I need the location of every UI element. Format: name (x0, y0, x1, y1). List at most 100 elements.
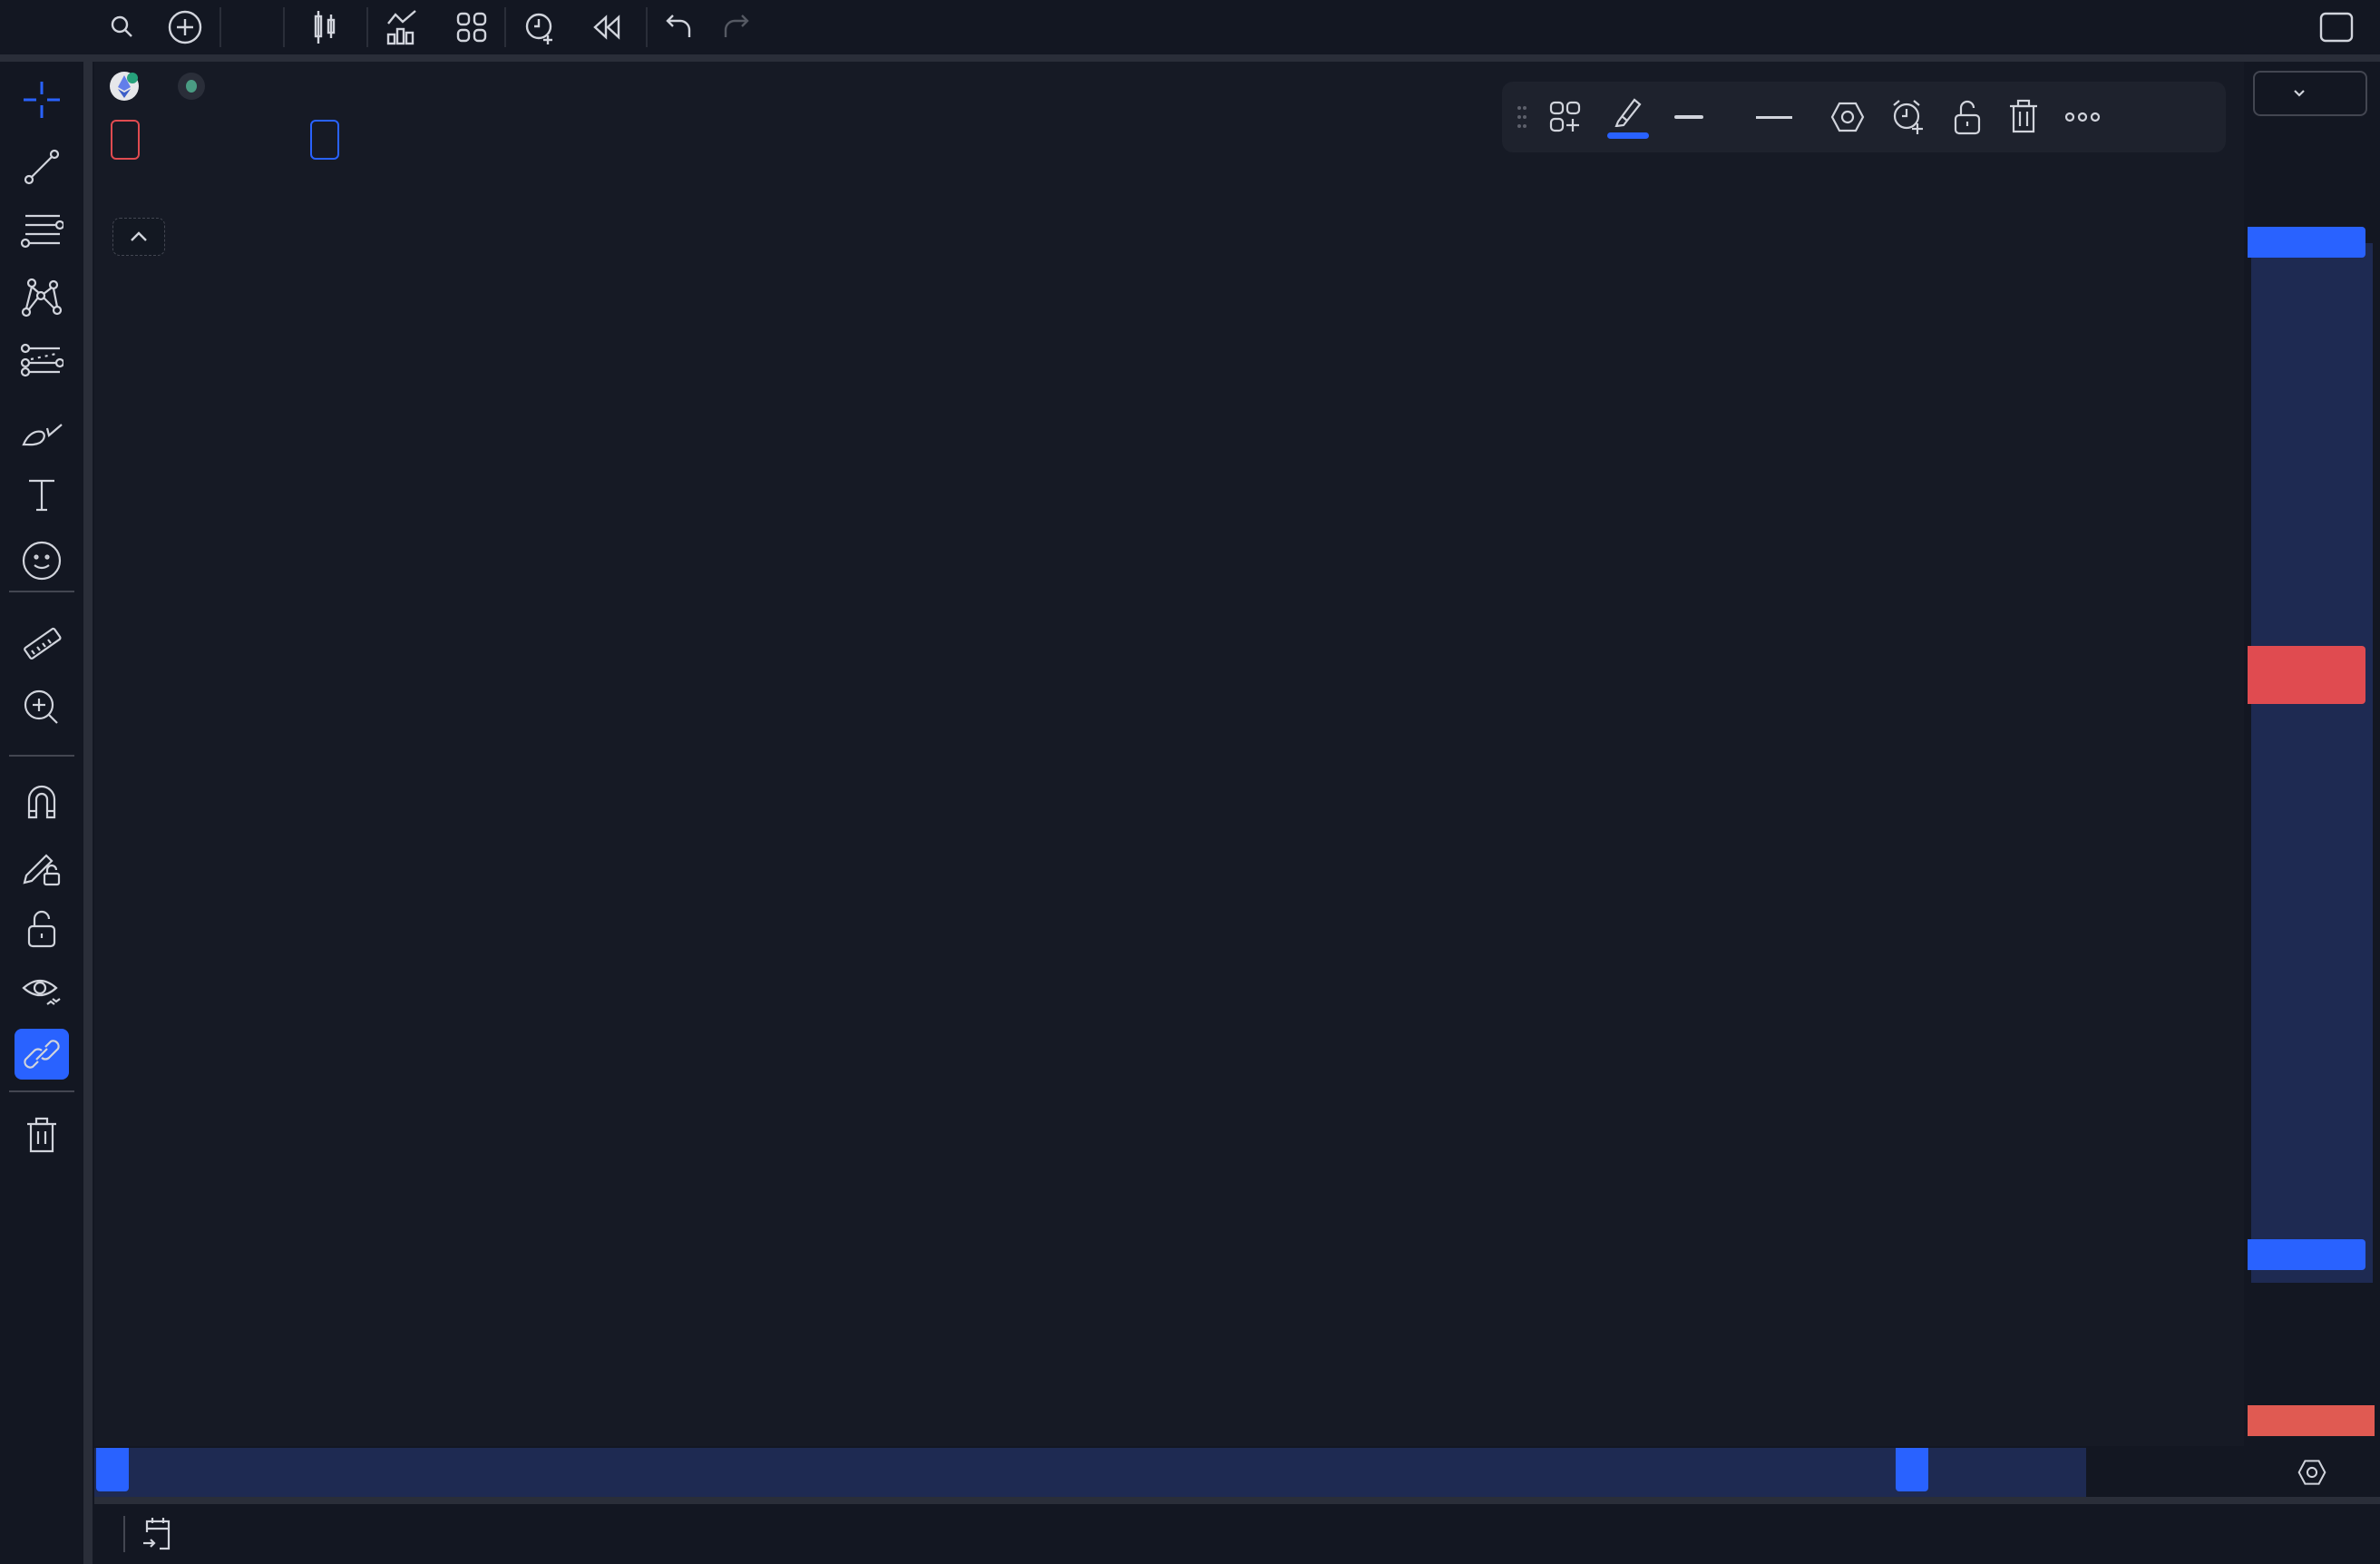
brush-icon (22, 424, 63, 446)
divider (283, 7, 285, 47)
bottom-toolbar (94, 1504, 2380, 1564)
chevron-up-icon (131, 231, 147, 241)
alarm-add-icon (1893, 100, 1923, 134)
account-button[interactable] (2367, 0, 2380, 54)
settings-button[interactable] (1818, 82, 1878, 152)
templates-button[interactable] (1536, 82, 1595, 152)
divider (366, 7, 368, 47)
crosshair-icon (24, 82, 60, 118)
divider (646, 7, 648, 47)
add-template-icon (1549, 101, 1581, 132)
horizontal-lines-icon (20, 214, 63, 249)
last-price-tag (2248, 646, 2365, 704)
fibonacci-icon (20, 343, 63, 377)
volume-legend (112, 180, 125, 208)
layouts-button[interactable] (443, 0, 501, 54)
magnet-tool[interactable] (15, 777, 69, 827)
trend-line-tool[interactable] (15, 142, 69, 192)
lock-drawing-button[interactable] (1939, 82, 1995, 152)
drag-handle[interactable] (1502, 82, 1536, 152)
chevron-down-icon (2294, 90, 2305, 97)
symbol-search-button[interactable] (82, 0, 154, 54)
unlock-icon (27, 910, 56, 948)
toolbar-divider (9, 591, 74, 592)
measure-tool[interactable] (15, 619, 69, 670)
zoom-in-tool[interactable] (15, 682, 69, 733)
grid-icon (456, 12, 487, 43)
lock-drawings-mode-tool[interactable] (15, 840, 69, 891)
indicators-button[interactable] (372, 0, 443, 54)
bottom-divider (94, 1497, 2380, 1504)
trash-icon (2010, 99, 2037, 133)
more-options-button[interactable] (2052, 82, 2113, 152)
replay-button[interactable] (579, 0, 642, 54)
square-icon (2319, 12, 2354, 43)
candlestick-chart[interactable] (94, 62, 2244, 1446)
lock-all-drawings-tool[interactable] (15, 904, 69, 954)
add-alert-button[interactable] (1878, 82, 1939, 152)
interval-button[interactable] (225, 0, 279, 54)
calendar-goto-icon (143, 1518, 171, 1550)
end-date-tag (1896, 1448, 1928, 1491)
chart-pane[interactable] (94, 62, 2244, 1446)
emoji-tool[interactable] (15, 535, 69, 586)
rewind-icon (593, 15, 620, 40)
undo-button[interactable] (651, 0, 707, 54)
ruler-icon (24, 627, 62, 660)
pencil-icon (1614, 97, 1642, 127)
delete-drawing-button[interactable] (1995, 82, 2052, 152)
sync-drawings-tool[interactable] (15, 1029, 69, 1080)
toolbar-divider (9, 1090, 74, 1092)
toolbar-divider (0, 54, 2380, 62)
time-axis[interactable] (94, 1448, 2244, 1497)
magnet-icon (27, 785, 56, 819)
line-style-icon (1756, 115, 1792, 119)
plus-circle-icon (168, 10, 202, 44)
alert-button[interactable] (510, 0, 579, 54)
unlock-icon (1954, 100, 1981, 135)
redo-button[interactable] (707, 0, 764, 54)
pattern-icon (21, 278, 63, 318)
go-to-date-button[interactable] (141, 1516, 172, 1552)
parallel-channel-tool[interactable] (15, 205, 69, 256)
pattern-tool[interactable] (15, 272, 69, 323)
chart-type-button[interactable] (288, 0, 363, 54)
trend-line-icon (24, 149, 60, 185)
line-style-button[interactable] (1731, 82, 1818, 152)
crosshair-tool[interactable] (15, 74, 69, 125)
alarm-clock-icon (525, 13, 552, 44)
candles-icon (314, 11, 336, 44)
market-status-dot (178, 73, 205, 100)
upper-line-price-tag (2248, 227, 2365, 258)
hide-drawings-tool[interactable] (15, 965, 69, 1016)
remove-drawings-tool[interactable] (15, 1110, 69, 1161)
divider (123, 1516, 125, 1552)
currency-select[interactable] (2253, 71, 2367, 116)
brush-tool[interactable] (15, 405, 69, 455)
line-width-button[interactable] (1662, 82, 1731, 152)
collapse-legend-button[interactable] (112, 218, 165, 256)
text-icon (29, 479, 54, 512)
search-icon (111, 15, 132, 37)
text-tool[interactable] (15, 470, 69, 521)
start-date-tag (96, 1448, 129, 1491)
eye-icon (22, 979, 61, 1005)
axis-settings-button[interactable] (2244, 1448, 2380, 1497)
top-toolbar (0, 0, 2380, 54)
chart-legend (109, 71, 250, 102)
pencil-lock-icon (23, 854, 61, 886)
price-axis[interactable] (2244, 62, 2380, 1446)
line-color-button[interactable] (1595, 82, 1662, 152)
fullscreen-button[interactable] (2306, 0, 2367, 54)
compare-add-button[interactable] (154, 0, 216, 54)
smiley-icon (22, 541, 62, 581)
sell-price-button[interactable] (111, 120, 140, 160)
undo-icon (666, 15, 691, 37)
time-range-highlight (94, 1448, 2086, 1497)
buy-price-button[interactable] (310, 120, 339, 160)
drawing-properties-toolbar (1502, 82, 2226, 152)
fib-tool[interactable] (15, 336, 69, 386)
more-dots-icon (2064, 112, 2101, 122)
volume-tag (2248, 1405, 2375, 1436)
zoom-in-icon (24, 689, 58, 724)
